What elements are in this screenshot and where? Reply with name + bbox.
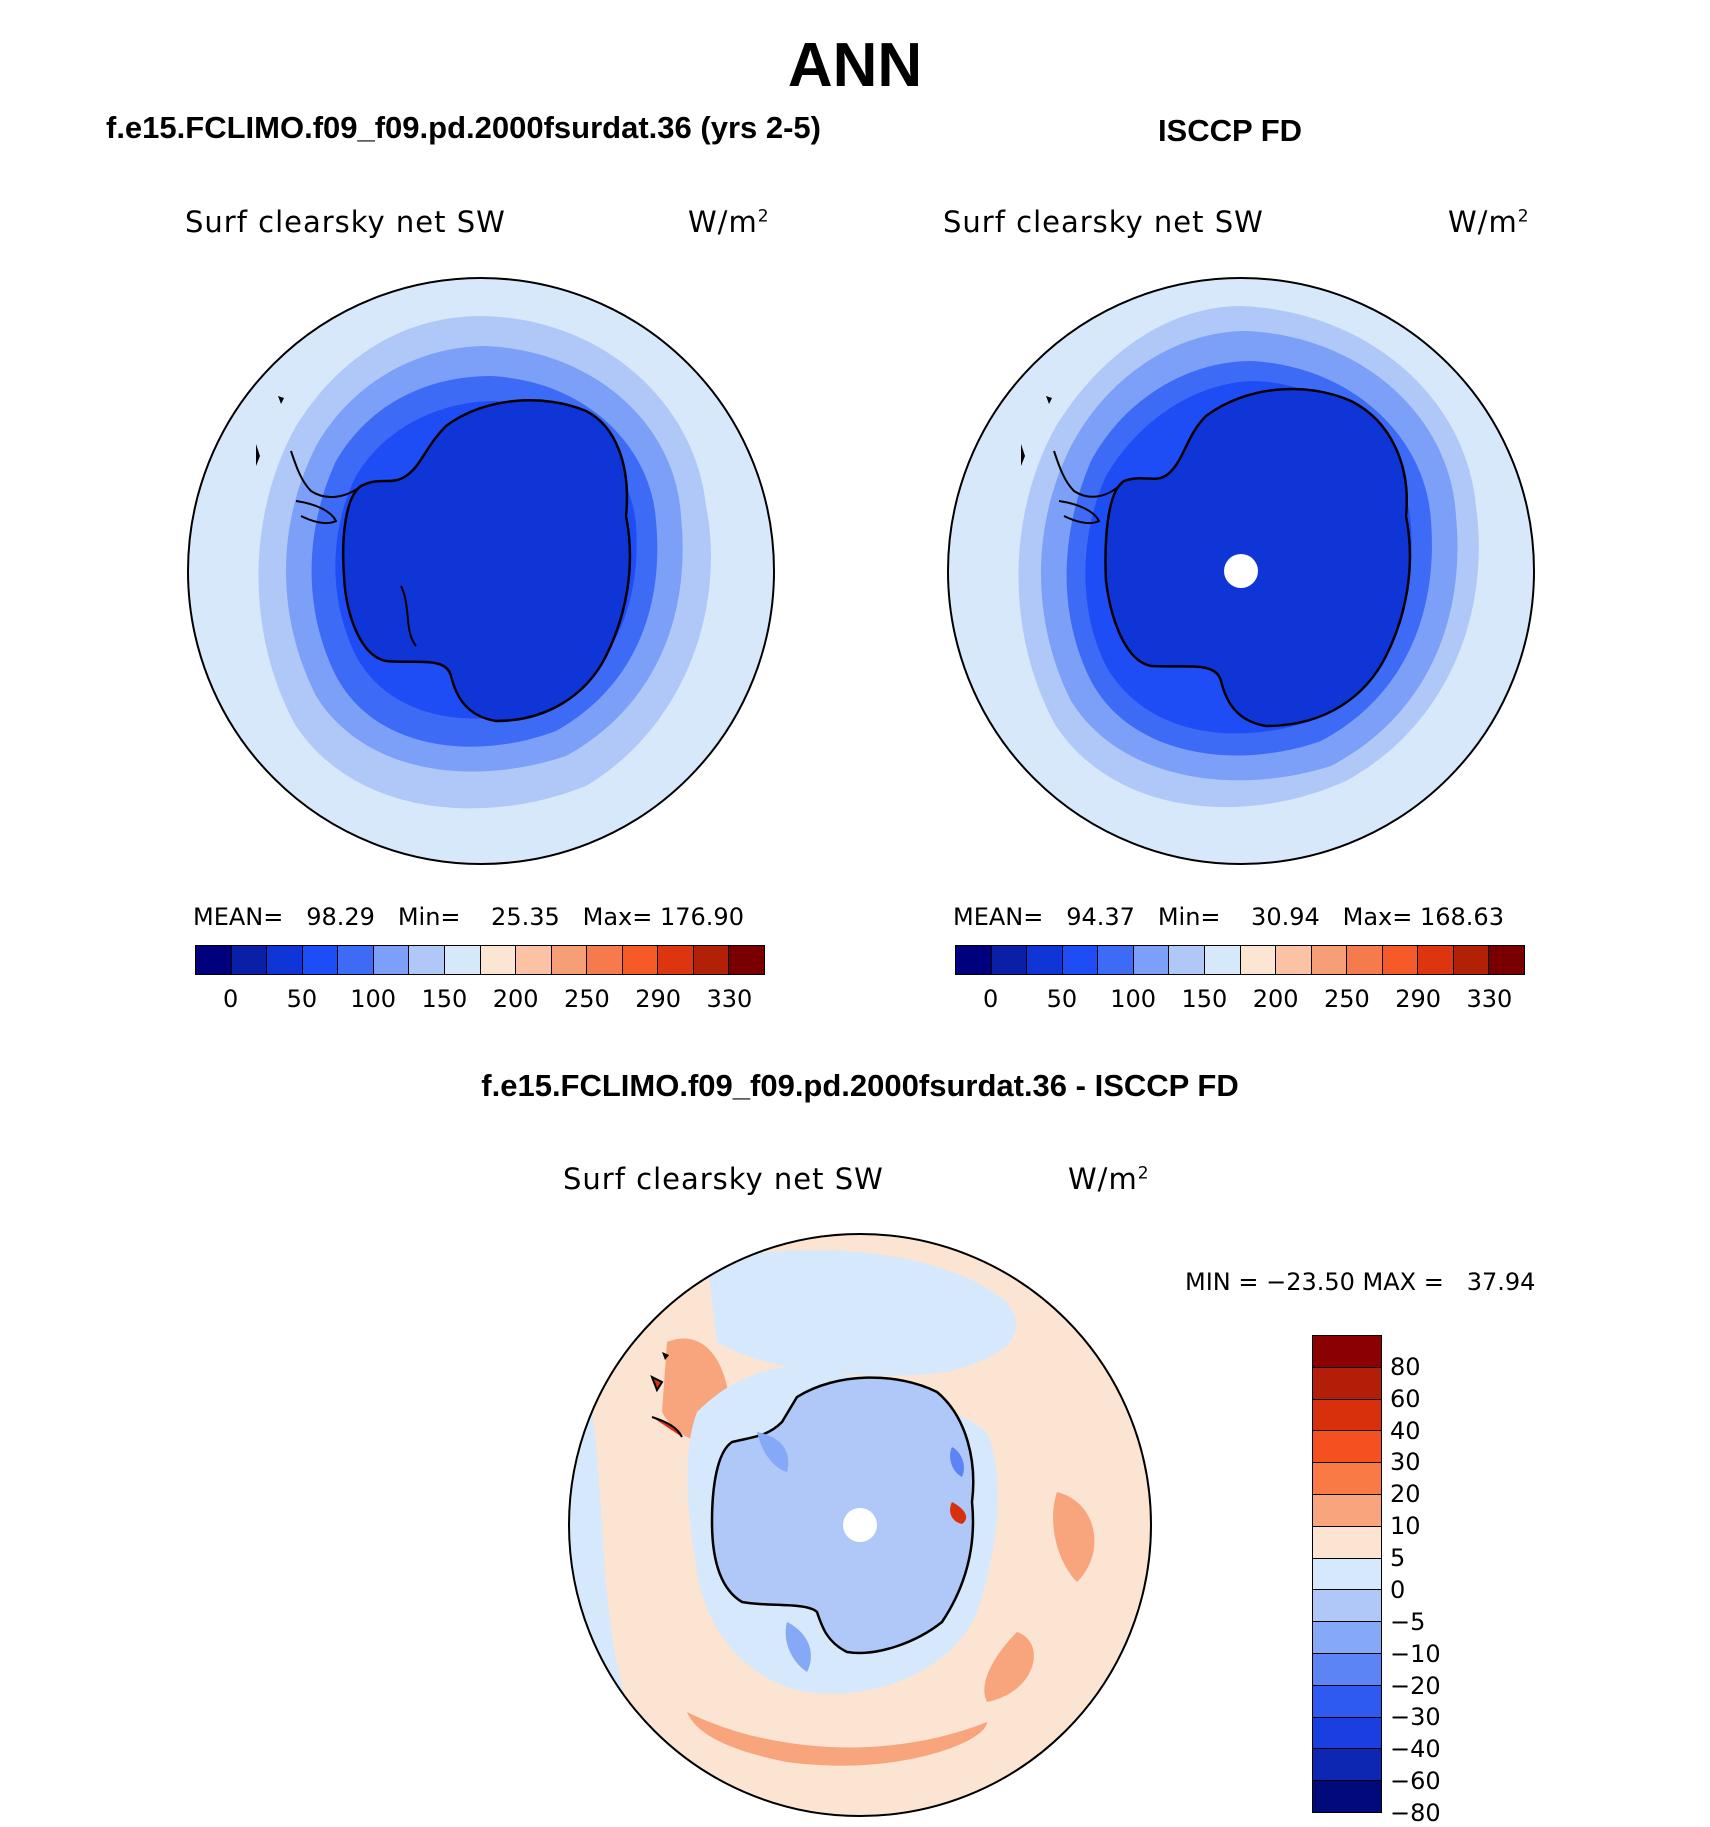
colorbar-tick-label: 50 xyxy=(286,985,318,1013)
colorbar-swatch xyxy=(729,946,764,974)
colorbar-right xyxy=(955,945,1525,975)
colorbar-swatch xyxy=(1313,1717,1381,1750)
colorbar-swatch xyxy=(1313,1685,1381,1718)
diff-variable: Surf clearsky net SW xyxy=(563,1162,884,1196)
colorbar-swatch xyxy=(1313,1653,1381,1686)
colorbar-swatch xyxy=(1062,946,1099,974)
colorbar-swatch xyxy=(1098,946,1134,974)
map-diff xyxy=(568,1233,1152,1817)
figure-title: ANN xyxy=(787,31,923,100)
colorbar-tick-label: 150 xyxy=(421,985,468,1013)
colorbar-swatch xyxy=(1027,946,1063,974)
colorbar-swatch xyxy=(1313,1336,1381,1368)
colorbar-tick-label: 250 xyxy=(1323,985,1370,1013)
colorbar-swatch xyxy=(1204,946,1241,974)
map-left xyxy=(187,277,775,865)
colorbar-tick-label: 200 xyxy=(1252,985,1299,1013)
panel-right-units: W/m2 xyxy=(1448,205,1530,239)
colorbar-swatch xyxy=(1169,946,1205,974)
colorbar-swatch xyxy=(338,946,374,974)
colorbar-swatch xyxy=(956,946,992,974)
colorbar-tick-label: 330 xyxy=(1466,985,1513,1013)
colorbar-tick-label: 200 xyxy=(492,985,539,1013)
colorbar-swatch xyxy=(1313,1590,1381,1623)
panel-left-units: W/m2 xyxy=(688,205,770,239)
colorbar-tick-label: 30 xyxy=(1390,1448,1421,1477)
colorbar-swatch xyxy=(1313,1558,1381,1591)
colorbar-tick-label: −40 xyxy=(1390,1735,1441,1764)
panel-right-variable: Surf clearsky net SW xyxy=(943,205,1264,239)
colorbar-swatch xyxy=(1133,946,1170,974)
colorbar-swatch xyxy=(551,946,588,974)
colorbar-swatch xyxy=(444,946,481,974)
colorbar-swatch xyxy=(1313,1463,1381,1495)
colorbar-tick-label: 330 xyxy=(706,985,753,1013)
panel-left-title: f.e15.FCLIMO.f09_f09.pd.2000fsurdat.36 (… xyxy=(106,110,821,145)
colorbar-tick-label: 290 xyxy=(1395,985,1442,1013)
colorbar-left xyxy=(195,945,765,975)
colorbar-swatch xyxy=(991,946,1028,974)
colorbar-tick-label: 10 xyxy=(1390,1512,1421,1541)
colorbar-tick-label: 0 xyxy=(982,985,999,1013)
colorbar-swatch xyxy=(1489,946,1524,974)
colorbar-tick-label: −80 xyxy=(1390,1799,1441,1827)
colorbar-swatch xyxy=(658,946,694,974)
colorbar-swatch xyxy=(1313,1494,1381,1527)
diff-stats: MIN = −23.50 MAX = 37.94 xyxy=(1185,1268,1536,1296)
colorbar-swatch xyxy=(1313,1526,1381,1559)
panel-right-stats: MEAN= 94.37 Min= 30.94 Max= 168.63 xyxy=(953,903,1504,931)
colorbar-swatch xyxy=(1347,946,1383,974)
colorbar-tick-label: −10 xyxy=(1390,1639,1441,1668)
colorbar-swatch xyxy=(1240,946,1277,974)
colorbar-tick-label: 0 xyxy=(1390,1575,1406,1604)
colorbar-tick-label: −30 xyxy=(1390,1703,1441,1732)
colorbar-swatch xyxy=(480,946,517,974)
colorbar-tick-label: 60 xyxy=(1390,1384,1421,1413)
colorbar-swatch xyxy=(267,946,303,974)
colorbar-diff xyxy=(1312,1335,1382,1813)
diff-units: W/m2 xyxy=(1068,1162,1150,1196)
colorbar-swatch xyxy=(1382,946,1419,974)
colorbar-tick-label: 100 xyxy=(350,985,397,1013)
colorbar-swatch xyxy=(1313,1367,1381,1400)
colorbar-tick-label: 100 xyxy=(1110,985,1157,1013)
colorbar-tick-label: −60 xyxy=(1390,1767,1441,1796)
colorbar-tick-label: 250 xyxy=(563,985,610,1013)
colorbar-swatch xyxy=(1276,946,1312,974)
colorbar-swatch xyxy=(302,946,339,974)
colorbar-swatch xyxy=(1313,1399,1381,1432)
colorbar-tick-label: 20 xyxy=(1390,1480,1421,1509)
panel-right-title: ISCCP FD xyxy=(1157,113,1303,148)
colorbar-tick-label: −20 xyxy=(1390,1671,1441,1700)
panel-left-stats: MEAN= 98.29 Min= 25.35 Max= 176.90 xyxy=(193,903,744,931)
colorbar-swatch xyxy=(1313,1622,1381,1654)
colorbar-tick-label: 40 xyxy=(1390,1416,1421,1445)
panel-left-variable: Surf clearsky net SW xyxy=(185,205,506,239)
colorbar-swatch xyxy=(196,946,232,974)
colorbar-tick-label: 0 xyxy=(222,985,239,1013)
colorbar-swatch xyxy=(622,946,659,974)
colorbar-tick-label: −5 xyxy=(1390,1607,1426,1636)
colorbar-swatch xyxy=(587,946,623,974)
colorbar-swatch xyxy=(516,946,552,974)
colorbar-swatch xyxy=(373,946,410,974)
colorbar-tick-label: 80 xyxy=(1390,1352,1421,1381)
map-right xyxy=(947,277,1535,865)
colorbar-swatch xyxy=(231,946,268,974)
colorbar-swatch xyxy=(409,946,445,974)
diff-title: f.e15.FCLIMO.f09_f09.pd.2000fsurdat.36 -… xyxy=(481,1068,1239,1103)
colorbar-tick-label: 5 xyxy=(1390,1544,1406,1573)
colorbar-tick-label: 150 xyxy=(1181,985,1228,1013)
colorbar-tick-label: 50 xyxy=(1046,985,1078,1013)
colorbar-swatch xyxy=(1313,1749,1381,1782)
colorbar-swatch xyxy=(1453,946,1490,974)
colorbar-tick-label: 290 xyxy=(635,985,682,1013)
colorbar-swatch xyxy=(1418,946,1454,974)
colorbar-swatch xyxy=(1313,1431,1381,1464)
colorbar-swatch xyxy=(1313,1781,1381,1812)
colorbar-swatch xyxy=(1311,946,1348,974)
colorbar-swatch xyxy=(693,946,730,974)
